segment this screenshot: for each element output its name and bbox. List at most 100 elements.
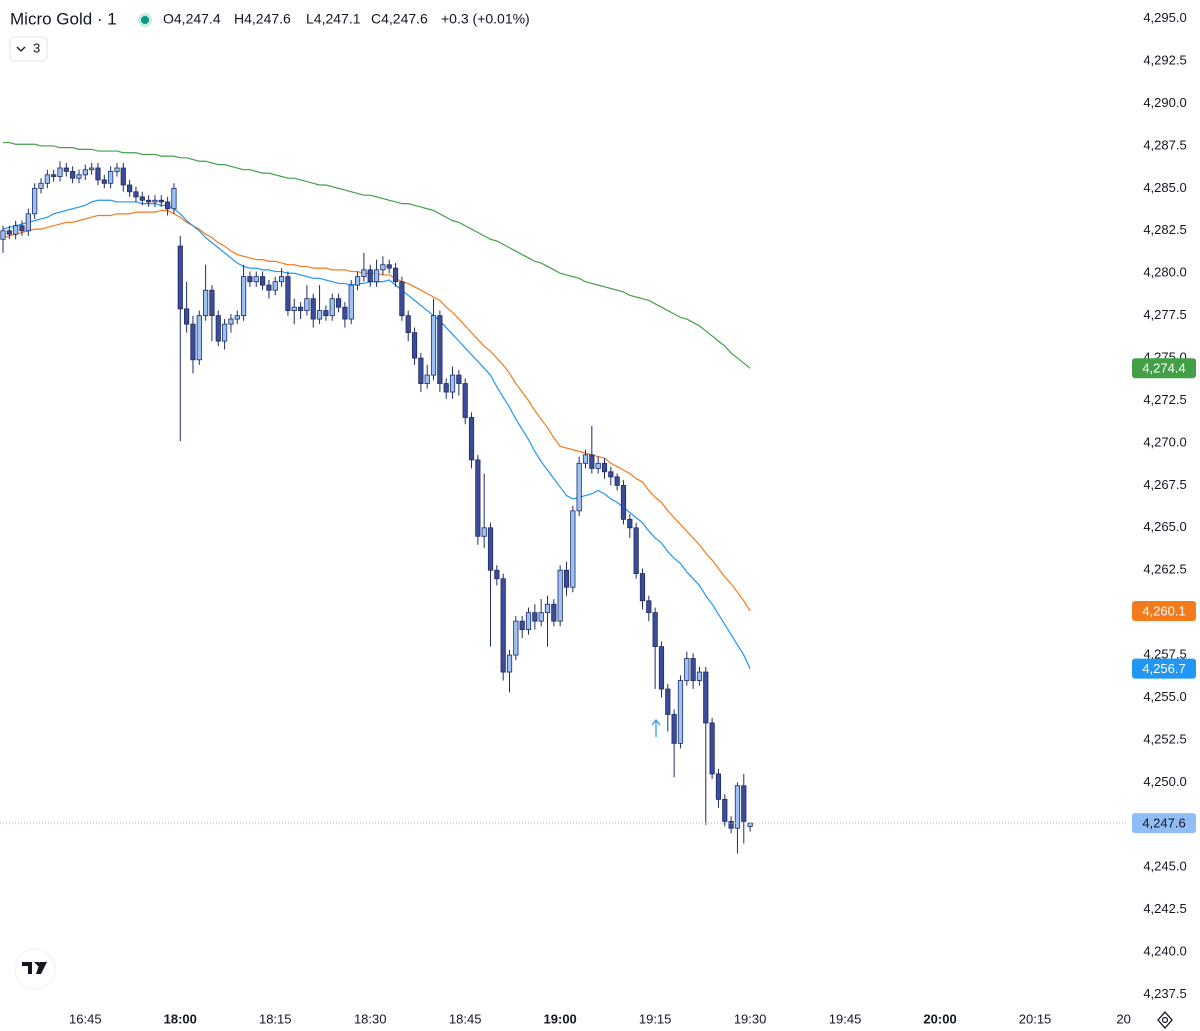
candle-body — [684, 658, 690, 681]
candle-body — [646, 600, 652, 614]
candle-body — [373, 269, 380, 283]
candle-body — [354, 276, 361, 286]
y-tick-label: 4,285.0 — [1143, 180, 1186, 195]
candle-body — [747, 822, 753, 827]
open-value: O4,247.4 — [163, 11, 221, 27]
candle-body — [329, 298, 335, 317]
x-tick-label: 19:00 — [544, 1011, 577, 1026]
candle-body — [418, 357, 424, 384]
y-tick-label: 4,250.0 — [1143, 774, 1186, 789]
candle-body — [671, 714, 677, 744]
candle-body — [259, 276, 266, 286]
candle-body — [424, 374, 430, 384]
y-tick-label: 4,270.0 — [1143, 434, 1186, 449]
y-tick-label: 4,290.0 — [1143, 95, 1186, 110]
logo-mark — [22, 962, 47, 974]
candle-body — [209, 289, 215, 317]
y-tick-label: 4,292.5 — [1143, 53, 1186, 68]
candle-body — [475, 459, 481, 537]
close-value: C4,247.6 — [371, 11, 428, 27]
last-price-box — [1132, 813, 1196, 834]
x-tick-label: 18:00 — [164, 1011, 197, 1026]
logo-circle[interactable] — [14, 948, 56, 990]
candle-body — [563, 569, 570, 588]
symbol-title: Micro Gold · 1 — [10, 9, 117, 28]
candle-body — [399, 281, 405, 317]
candle-body — [500, 578, 506, 673]
y-tick-label: 4,262.5 — [1143, 562, 1186, 577]
y-tick-label: 4,265.0 — [1143, 519, 1186, 534]
indicator-value-box — [1132, 358, 1196, 379]
candle-body — [703, 671, 709, 724]
candle-body — [392, 267, 399, 283]
indicators-toggle[interactable]: 3 — [9, 36, 48, 62]
candle-body — [658, 646, 665, 690]
logo[interactable] — [14, 948, 56, 990]
y-tick-label: 4,287.5 — [1143, 137, 1186, 152]
candle-body — [589, 454, 595, 469]
candle-body — [82, 169, 88, 176]
candle-body — [335, 298, 342, 308]
candle-body — [449, 374, 456, 393]
candle-body — [222, 323, 228, 342]
candle-body — [291, 306, 297, 311]
y-tick-label: 4,257.5 — [1143, 647, 1186, 662]
candle-body — [108, 171, 114, 184]
candle-body — [614, 476, 620, 486]
plot-area — [0, 141, 1127, 854]
candle-body — [323, 310, 329, 317]
x-tick-label: 18:30 — [354, 1011, 387, 1026]
candle-body — [367, 269, 373, 283]
x-tick-label: 19:15 — [639, 1011, 672, 1026]
settings-button[interactable] — [1157, 1011, 1173, 1029]
candle-body — [247, 276, 253, 283]
candle-body — [51, 174, 57, 177]
candle-body — [19, 225, 25, 232]
candle-body — [677, 680, 684, 744]
candle-body — [595, 462, 601, 469]
candle-body — [620, 484, 627, 520]
toggle-box[interactable] — [9, 36, 48, 62]
y-tick-label: 4,245.0 — [1143, 859, 1186, 874]
candle-body — [405, 315, 411, 334]
candle-body — [184, 308, 190, 325]
x-tick-label: 19:30 — [734, 1011, 767, 1026]
candle-body — [25, 213, 31, 232]
candle-body — [342, 306, 348, 320]
candle-body — [456, 374, 462, 384]
candle-body — [722, 798, 728, 822]
candle-body — [627, 518, 633, 529]
candle-body — [114, 167, 120, 172]
candle-body — [95, 167, 101, 181]
indicator-value-label: 4,256.7 — [1142, 661, 1185, 676]
candle-body — [127, 184, 133, 193]
candle-body — [228, 318, 234, 325]
candle-body — [481, 527, 487, 537]
candle-body — [89, 167, 95, 171]
y-tick-label: 4,277.5 — [1143, 307, 1186, 322]
y-tick-label: 4,240.0 — [1143, 944, 1186, 959]
candle-body — [494, 569, 500, 580]
candle-body — [272, 281, 278, 291]
candle-body — [361, 269, 367, 278]
settings-icon[interactable] — [1157, 1011, 1173, 1029]
candle-body — [741, 785, 747, 822]
x-tick-label: 19:45 — [829, 1011, 862, 1026]
candle-body — [639, 573, 646, 602]
candle-body — [215, 315, 221, 342]
y-tick-label: 4,242.5 — [1143, 901, 1186, 916]
candle-body — [70, 171, 76, 179]
candle-body — [63, 167, 69, 172]
candle-body — [386, 264, 392, 269]
status-dot — [141, 16, 149, 24]
candle-body — [557, 569, 563, 622]
candle-body — [519, 620, 525, 631]
indicator-value-label: 4,274.4 — [1142, 361, 1185, 376]
x-tick-label: 20:15 — [1019, 1011, 1052, 1026]
candle-body — [152, 199, 158, 203]
candle-body — [551, 603, 557, 622]
candle-body — [443, 383, 449, 393]
